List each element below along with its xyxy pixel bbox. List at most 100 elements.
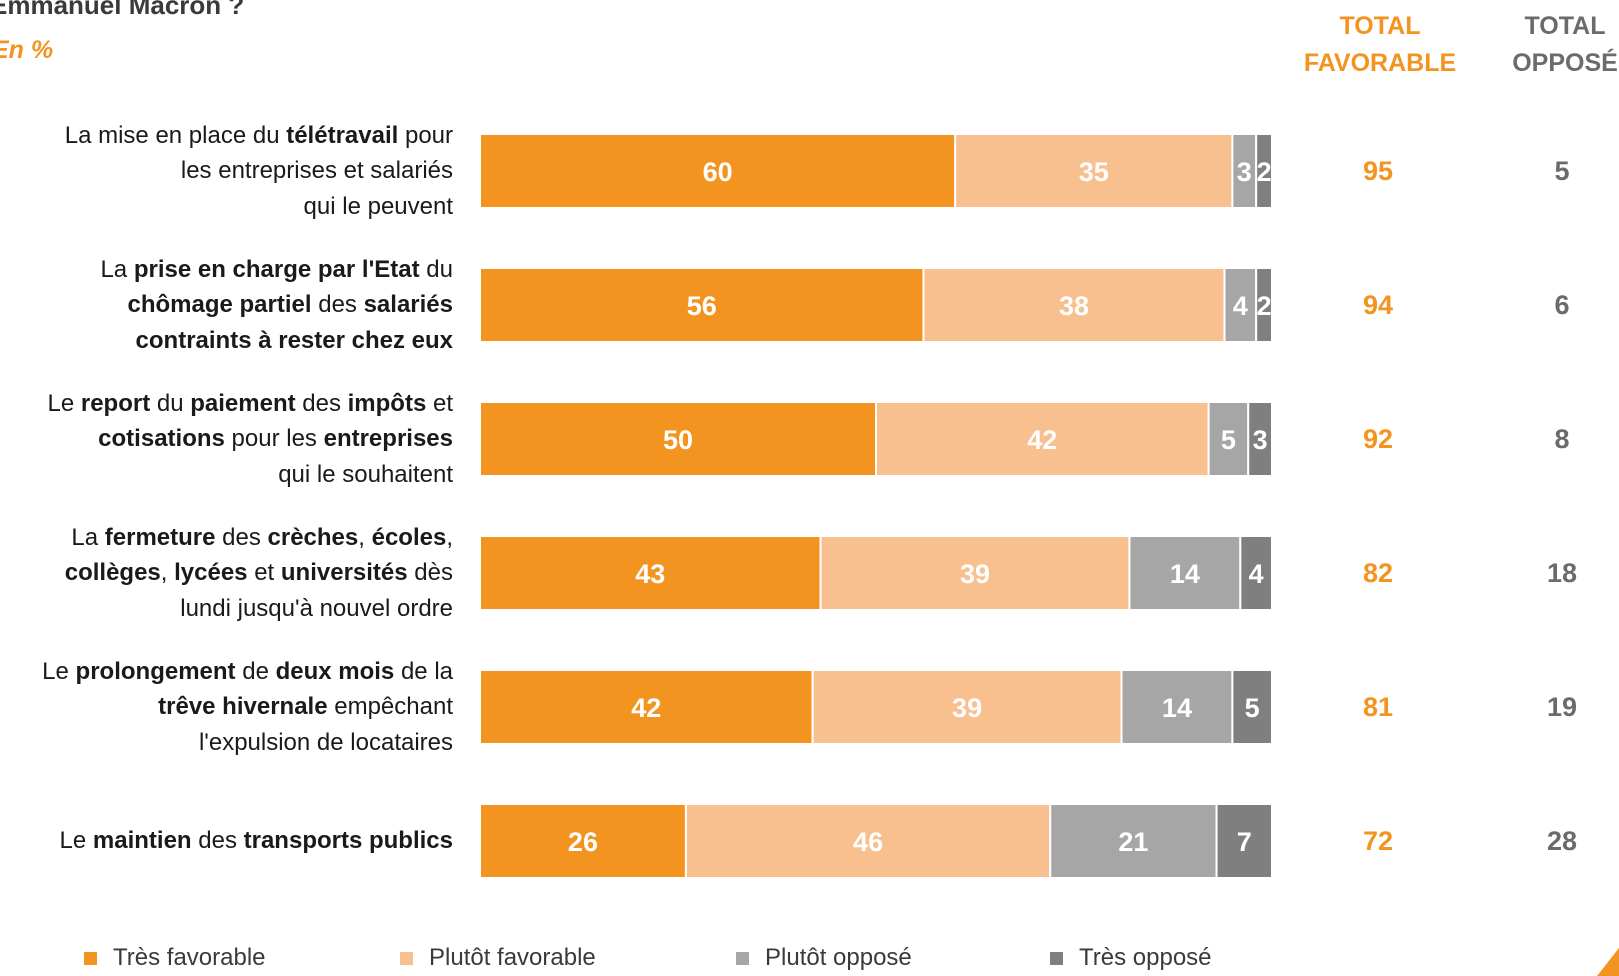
category-label-bold-run: prise en charge par l'Etat [133, 255, 420, 283]
category-label-bold-run: entreprises [323, 425, 453, 453]
category-label-bold-run: salariés [363, 291, 453, 319]
category-label-line: l'expulsion de locataires [42, 725, 453, 761]
category-label-line: Le report du paiement des impôts et [47, 386, 453, 422]
bar-segment [811, 669, 1123, 745]
category-label: Le maintien des transports publics [0, 786, 453, 896]
bar-segment [479, 535, 822, 611]
legend-swatch [736, 951, 749, 965]
total-oppose-value: 5 [1554, 156, 1570, 186]
category-label-line: cotisations pour les entreprises [47, 421, 453, 457]
bar-segment [479, 267, 925, 343]
category-label-run: l'expulsion de locataires [198, 728, 453, 756]
bar-value-label: 5 [1221, 425, 1236, 455]
bar-segment [1239, 535, 1273, 611]
bar-value-label: 26 [568, 827, 598, 857]
total-oppose-value: 6 [1554, 290, 1570, 320]
legend-item: Plutôt favorable [400, 940, 596, 976]
bar-value-label: 2 [1257, 157, 1272, 187]
bar-segment [1215, 803, 1274, 879]
bar-value-label: 5 [1245, 693, 1260, 723]
category-label-bold-run: universités [280, 559, 408, 587]
legend-item: Très opposé [1050, 940, 1212, 976]
category-label-line: La mise en place du télétravail pour [65, 118, 453, 154]
category-label-line: qui le peuvent [65, 189, 453, 225]
category-label-text: Le prolongement de deux mois de la trêve … [42, 654, 453, 761]
total-oppose-header-line2: OPPOSÉ [1512, 49, 1618, 77]
total-favorable-value: 94 [1362, 290, 1394, 320]
bar-value-label: 42 [631, 693, 661, 723]
bar-value-label: 21 [1118, 827, 1148, 857]
bar-value-label: 7 [1237, 827, 1252, 857]
legend-label: Plutôt favorable [429, 944, 596, 971]
category-label: La mise en place du télétravail pour les … [0, 116, 453, 226]
category-label-run: des [191, 827, 244, 855]
total-favorable-header-line1: TOTAL [1339, 12, 1421, 40]
bar-value-label: 14 [1162, 693, 1192, 723]
category-label-line: chômage partiel des salariés [100, 287, 453, 323]
legend-label: Plutôt opposé [765, 944, 912, 971]
legend-item: Très favorable [84, 940, 266, 976]
category-label-line: lundi jusqu'à nouvel ordre [65, 591, 453, 627]
category-label-run: du [150, 389, 191, 417]
category-label-line: La fermeture des crèches, écoles, [65, 520, 453, 556]
total-oppose-header-line1: TOTAL [1524, 12, 1606, 40]
bar-value-label: 14 [1170, 559, 1200, 589]
legend-label: Très opposé [1079, 944, 1212, 971]
category-label-bold-run: paiement [190, 389, 296, 417]
category-label-text: La mise en place du télétravail pour les … [65, 118, 453, 225]
category-label-run: , [358, 523, 372, 551]
legend-label: Très favorable [113, 944, 266, 971]
bar-segment [922, 267, 1226, 343]
category-label-line: qui le souhaitent [47, 457, 453, 493]
bar-value-label: 39 [952, 693, 982, 723]
category-label-text: Le maintien des transports publics [60, 823, 453, 859]
total-favorable-value: 72 [1362, 826, 1394, 856]
legend-swatch [400, 951, 413, 965]
total-favorable-value: 92 [1362, 424, 1394, 454]
bar-value-label: 2 [1257, 291, 1272, 321]
category-label-line: contraints à rester chez eux [100, 323, 453, 359]
category-label-bold-run: contraints à rester chez eux [135, 326, 453, 354]
bar-value-label: 56 [687, 291, 717, 321]
bar-value-label: 50 [663, 425, 693, 455]
category-label-run: de [235, 657, 276, 685]
bar-value-label: 38 [1059, 291, 1089, 321]
bar-segment [819, 535, 1131, 611]
category-label-line: trêve hivernale empêchant [42, 689, 453, 725]
total-oppose-header: TOTAL OPPOSÉ [1475, 8, 1619, 82]
category-label-text: Le report du paiement des impôts et cotis… [47, 386, 453, 493]
category-label-text: La fermeture des crèches, écoles, collège… [65, 520, 453, 627]
category-label-run: les entreprises et salariés [180, 157, 453, 185]
legend-swatch [84, 951, 97, 965]
category-label-bold-run: fermeture [104, 523, 216, 551]
total-favorable-header-line2: FAVORABLE [1303, 49, 1457, 77]
bar-segment [1255, 267, 1274, 343]
bar-segment [684, 803, 1052, 879]
total-favorable-value: 95 [1362, 156, 1394, 186]
bar-value-label: 43 [635, 559, 665, 589]
category-label-bold-run: transports publics [243, 827, 453, 855]
bar-segment [1120, 669, 1234, 745]
category-label-run: des [215, 523, 268, 551]
category-label-run: , [160, 559, 175, 587]
total-favorable-value: 82 [1362, 558, 1394, 588]
legend-item: Plutôt opposé [736, 940, 912, 976]
category-label: Le report du paiement des impôts et cotis… [0, 384, 453, 494]
category-label-line: La prise en charge par l'Etat du [100, 252, 453, 288]
category-label-run: qui le souhaitent [278, 460, 453, 488]
bar-value-label: 35 [1079, 157, 1109, 187]
category-label-text: La prise en charge par l'Etat du chômage … [100, 252, 453, 359]
category-label-run: Le [59, 827, 93, 855]
category-label: La fermeture des crèches, écoles, collège… [0, 518, 453, 628]
category-label-run: et [426, 389, 453, 417]
category-label-run: du [419, 255, 453, 283]
category-label-line: collèges, lycées et universités dès [65, 555, 453, 591]
category-label-bold-run: trêve hivernale [158, 693, 328, 721]
category-label-line: Le maintien des transports publics [60, 823, 453, 859]
bar-value-label: 4 [1249, 559, 1264, 589]
category-label-run: Le [47, 389, 81, 417]
bar-value-label: 60 [703, 157, 733, 187]
category-label-run: qui le peuvent [303, 192, 453, 220]
bar-segment [1247, 401, 1273, 477]
